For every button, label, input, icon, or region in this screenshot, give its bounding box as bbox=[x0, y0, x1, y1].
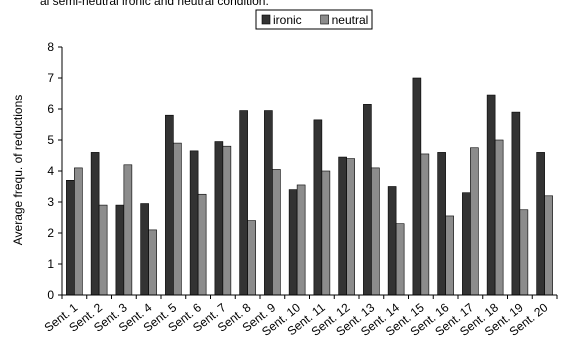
bar-ironic bbox=[264, 110, 273, 296]
caption-fragment: al semi-neutral ironic and neutral condi… bbox=[40, 0, 269, 8]
bar-neutral bbox=[494, 139, 504, 296]
bar-neutral bbox=[74, 167, 83, 296]
bar-ironic bbox=[536, 152, 545, 296]
y-tick-label: 3 bbox=[47, 195, 54, 209]
bar-neutral bbox=[470, 147, 479, 296]
y-tick-label: 2 bbox=[47, 226, 54, 240]
bar-ironic bbox=[90, 152, 100, 296]
bar-ironic bbox=[214, 141, 224, 296]
bar-ironic bbox=[140, 203, 149, 296]
bar-ironic bbox=[288, 189, 298, 296]
bar-neutral bbox=[222, 145, 232, 296]
y-tick-label: 8 bbox=[47, 40, 54, 54]
y-tick-label: 1 bbox=[47, 257, 54, 271]
legend-swatch-ironic bbox=[261, 14, 271, 25]
y-axis: 0 1 2 3 4 5 6 7 8 bbox=[47, 40, 63, 302]
bar-neutral bbox=[544, 195, 553, 296]
bar-neutral bbox=[445, 215, 454, 296]
bar-ironic bbox=[486, 94, 496, 296]
bar-neutral bbox=[98, 204, 108, 296]
bar-neutral bbox=[123, 164, 133, 296]
y-tick-label: 5 bbox=[47, 133, 54, 147]
legend-label-ironic: ironic bbox=[273, 13, 302, 27]
bar-ironic bbox=[338, 156, 347, 296]
bar-ironic bbox=[462, 192, 471, 296]
y-tick-label: 4 bbox=[47, 164, 54, 178]
bar-ironic bbox=[363, 104, 372, 296]
bar-neutral bbox=[395, 223, 405, 296]
bar-ironic bbox=[437, 152, 446, 296]
bar-ironic bbox=[511, 111, 521, 296]
bar-neutral bbox=[296, 184, 306, 296]
legend-box bbox=[255, 9, 373, 30]
bar-neutral bbox=[346, 158, 355, 296]
bar-neutral bbox=[519, 209, 529, 296]
bar-ironic bbox=[239, 110, 248, 296]
bar-ironic bbox=[189, 150, 199, 296]
bar-neutral bbox=[148, 229, 157, 296]
legend: ironic neutral bbox=[255, 9, 373, 30]
y-tick-label: 0 bbox=[47, 288, 54, 302]
bar-neutral bbox=[247, 220, 256, 296]
bars bbox=[66, 77, 553, 296]
bar-ironic bbox=[412, 77, 422, 296]
y-tick-label: 7 bbox=[47, 71, 54, 85]
bar-neutral bbox=[371, 167, 380, 296]
bar-neutral bbox=[321, 170, 331, 296]
bar-neutral bbox=[173, 142, 182, 296]
y-axis-title: Average frequ. of reductions bbox=[11, 95, 25, 246]
bar-ironic bbox=[115, 204, 125, 296]
legend-label-neutral: neutral bbox=[332, 13, 369, 27]
bar-neutral bbox=[272, 169, 281, 296]
bar-neutral bbox=[197, 193, 207, 296]
bar-neutral bbox=[420, 153, 430, 296]
bar-ironic bbox=[313, 119, 323, 296]
bar-ironic bbox=[66, 180, 75, 296]
bar-ironic bbox=[387, 186, 397, 296]
legend-swatch-neutral bbox=[320, 14, 329, 25]
y-tick-label: 6 bbox=[47, 102, 54, 116]
bar-ironic bbox=[165, 114, 174, 296]
